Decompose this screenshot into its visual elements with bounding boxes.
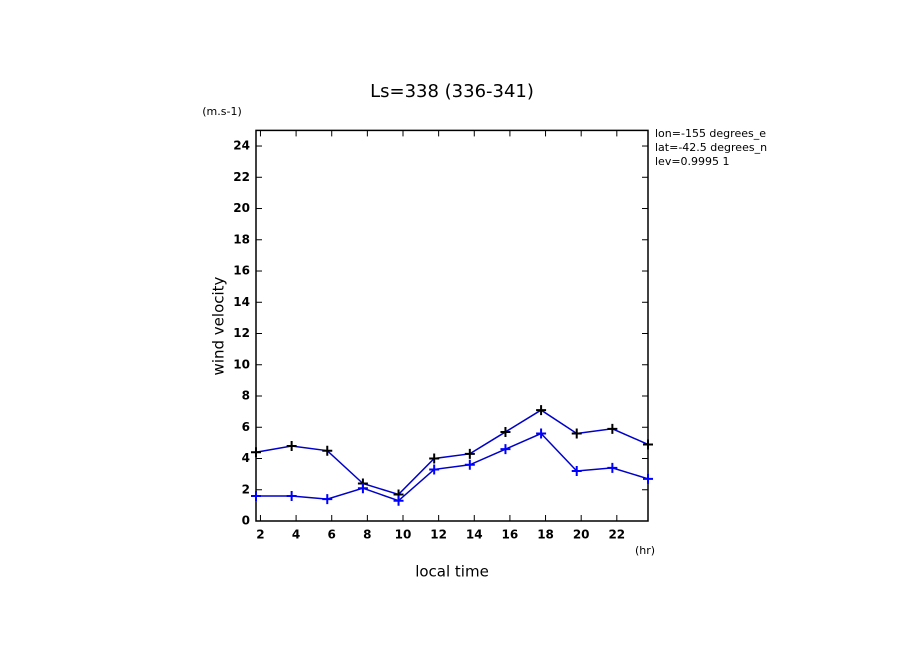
point-marker <box>429 453 440 464</box>
y-tick-label: 8 <box>242 389 250 403</box>
y-tick-label: 18 <box>233 232 250 246</box>
x-tick-label: 22 <box>608 528 625 542</box>
y-tick-label: 10 <box>233 357 250 371</box>
y-tick-label: 6 <box>242 420 250 434</box>
point-marker <box>571 428 582 439</box>
point-marker <box>607 423 618 434</box>
x-tick-label: 18 <box>537 528 554 542</box>
point-marker <box>322 494 333 505</box>
annotation: lon=-155 degrees_e <box>655 127 766 140</box>
chart-title: Ls=338 (336-341) <box>370 81 534 102</box>
y-tick-label: 0 <box>242 514 250 528</box>
x-tick-label: 14 <box>466 528 483 542</box>
point-marker <box>251 491 261 502</box>
series-line <box>255 409 649 496</box>
annotations: lon=-155 degrees_e lat=-42.5 degrees_n l… <box>655 127 767 168</box>
point-marker <box>571 466 582 477</box>
point-marker <box>322 445 333 456</box>
y-tick-label: 22 <box>233 170 250 184</box>
y-axis-label: wind velocity <box>210 276 228 375</box>
x-tick-label: 6 <box>328 528 336 542</box>
annotation: lat=-42.5 degrees_n <box>655 141 767 154</box>
point-marker <box>251 447 261 458</box>
x-tick-label: 8 <box>363 528 371 542</box>
series-line <box>256 432 649 502</box>
annotation: lev=0.9995 1 <box>655 155 730 168</box>
point-marker <box>429 464 440 475</box>
y-tick-label: 14 <box>233 295 250 309</box>
x-unit: (hr) <box>635 544 655 557</box>
point-marker <box>464 459 475 470</box>
point-marker <box>536 428 547 439</box>
x-tick-label: 10 <box>395 528 412 542</box>
x-tick-label: 12 <box>430 528 447 542</box>
point-marker <box>643 473 653 484</box>
point-marker <box>393 495 404 506</box>
point-marker <box>643 439 653 450</box>
x-tick-label: 2 <box>256 528 264 542</box>
x-tick-label: 20 <box>573 528 590 542</box>
point-marker <box>500 426 511 437</box>
point-marker <box>286 491 297 502</box>
y-tick-label: 2 <box>242 482 250 496</box>
x-tick-label: 4 <box>292 528 300 542</box>
y-tick-label: 20 <box>233 201 250 215</box>
point-marker <box>536 405 547 416</box>
y-unit: (m.s-1) <box>202 105 242 118</box>
point-marker <box>464 448 475 459</box>
y-tick-label: 4 <box>242 451 250 465</box>
point-marker <box>500 444 511 455</box>
point-marker <box>286 441 297 452</box>
y-tick-label: 12 <box>233 326 250 340</box>
x-tick-label: 16 <box>502 528 519 542</box>
plot-frame <box>255 129 649 522</box>
point-marker <box>607 462 618 473</box>
x-axis-label: local time <box>415 563 489 581</box>
point-marker <box>357 483 368 494</box>
y-tick-label: 16 <box>233 264 250 278</box>
y-tick-label: 24 <box>233 139 250 153</box>
